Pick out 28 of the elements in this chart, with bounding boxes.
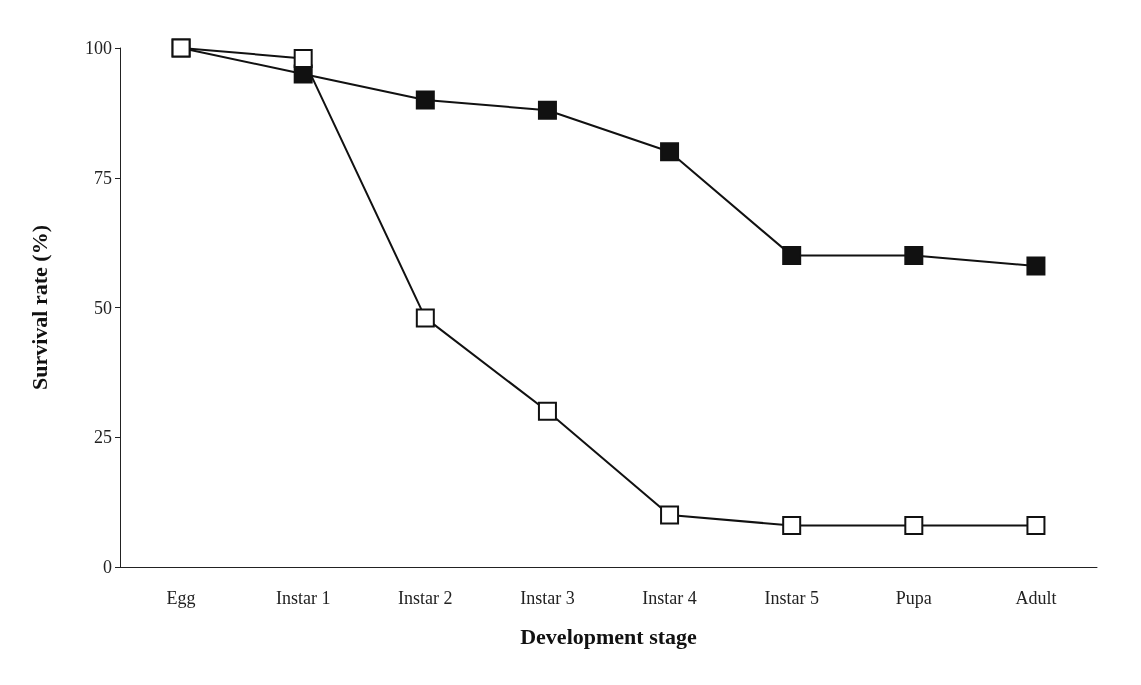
point	[293, 48, 313, 68]
x-tick-label: Egg	[166, 588, 196, 608]
point	[415, 308, 435, 328]
x-axis-title: Development stage	[520, 623, 698, 649]
x-tick-label: Instar 3	[520, 588, 575, 608]
x-tick-label: Pupa	[895, 588, 932, 608]
x-tick-label: Instar 4	[642, 588, 697, 608]
point	[1026, 256, 1046, 276]
point	[415, 90, 435, 110]
point	[660, 505, 680, 525]
point	[537, 100, 557, 120]
y-tick-label: 50	[94, 297, 112, 318]
y-axis-title: Survival rate (%)	[26, 225, 52, 390]
x-tick-label: Instar 1	[275, 588, 331, 608]
point	[537, 401, 557, 421]
y-tick-label: 100	[85, 38, 112, 58]
x-tick-label: Adult	[1015, 588, 1057, 608]
point	[904, 246, 924, 266]
y-tick-label: 75	[94, 167, 112, 188]
point	[782, 515, 802, 535]
y-tick-label: 0	[103, 557, 112, 577]
x-tick-label: Instar 5	[764, 588, 819, 608]
point	[1026, 515, 1046, 535]
point	[904, 515, 924, 535]
x-tick-label: Instar 2	[398, 588, 453, 608]
point	[660, 142, 680, 162]
point	[782, 246, 802, 266]
y-tick-label: 25	[94, 427, 112, 448]
